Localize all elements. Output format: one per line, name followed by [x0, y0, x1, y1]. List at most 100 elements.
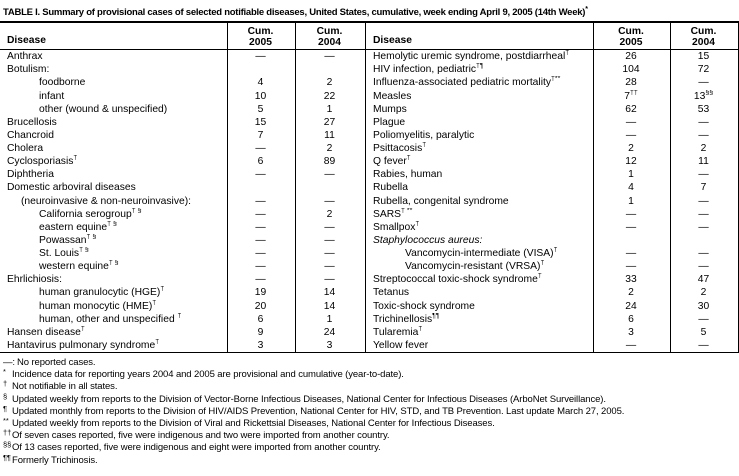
disease-cell: HIV infection, pediatric†¶	[365, 63, 593, 77]
footnote-marker: †	[155, 338, 160, 346]
value-cell: 2	[670, 142, 739, 156]
value-cell: —	[295, 273, 365, 287]
footnote-marker: † §	[108, 260, 119, 267]
value-cell: 47	[670, 273, 739, 287]
disease-cell: infant	[39, 90, 65, 102]
disease-cell: Brucellosis	[7, 116, 57, 128]
value-cell: —	[593, 260, 670, 274]
value-cell: 30	[670, 299, 739, 313]
footnote-marker: ††	[629, 89, 638, 97]
disease-cell: Trichinellosis¶¶	[365, 312, 593, 326]
footnote-line: §§Of 13 cases reported, five were indige…	[3, 440, 739, 454]
disease-cell: SARS† **	[365, 207, 593, 221]
footnote-marker: † §	[86, 233, 97, 241]
disease-cell: Toxic-shock syndrome	[365, 299, 593, 313]
value-cell: 1	[295, 102, 365, 116]
footnote-symbol: §§	[3, 440, 12, 450]
footnote-line: ¶¶Formerly Trichinosis.	[3, 452, 739, 467]
footnote-marker: †	[177, 312, 182, 320]
disease-cell: Hemolytic uremic syndrome, postdiarrheal…	[365, 50, 593, 64]
value-cell: 20	[227, 299, 295, 313]
value-cell: 15	[227, 115, 295, 129]
value-cell: 2	[295, 142, 365, 156]
value-cell: 27	[295, 115, 365, 129]
footnote-marker: †**	[551, 76, 561, 83]
column-header-year-label: 2004	[692, 36, 715, 48]
value-cell: 14	[295, 299, 365, 313]
disease-cell: Domestic arboviral diseases	[7, 182, 136, 194]
footnote-line: ¶ Updated monthly from reports to the Div…	[3, 404, 739, 418]
value-cell: 24	[295, 325, 365, 339]
disease-cell: Rabies, human	[365, 168, 593, 182]
value-cell: —	[593, 207, 670, 221]
value-cell: —	[670, 115, 739, 129]
disease-cell: California serogroup† §	[39, 207, 142, 220]
disease-cell: Ehrlichiosis:	[7, 274, 62, 286]
value-cell: 7	[670, 181, 739, 195]
footnote-marker: † §	[131, 207, 142, 215]
footnote-symbol: ¶¶	[3, 452, 11, 462]
disease-cell: Chancroid	[7, 129, 54, 141]
value-cell: —	[670, 76, 739, 90]
disease-cell: human monocytic (HME)†	[39, 299, 157, 312]
value-cell: 33	[593, 273, 670, 287]
disease-cell: Powassan† §	[39, 233, 97, 246]
value-cell: 2	[593, 286, 670, 300]
value-cell: —	[670, 168, 739, 182]
value-cell: 22	[295, 89, 365, 103]
value-cell: —	[227, 247, 295, 261]
footnote-marker: §§	[705, 89, 714, 97]
disease-cell: Tetanus	[365, 286, 593, 300]
disease-cell: other (wound & unspecified)	[39, 103, 168, 115]
footnote-marker: †	[152, 299, 157, 307]
footnote-symbol: —:	[3, 357, 15, 369]
value-cell: 2	[670, 286, 739, 300]
value-cell: 2	[295, 207, 365, 221]
disease-cell: Rubella	[365, 181, 593, 195]
disease-cell: Vancomycin-intermediate (VISA)†	[365, 247, 593, 261]
footnote-symbol: §	[3, 391, 8, 401]
footnote-text: Formerly Trichinosis.	[12, 454, 98, 466]
disease-cell: eastern equine† §	[39, 220, 117, 233]
value-cell	[295, 181, 365, 195]
footnote-marker: †	[418, 325, 423, 333]
footnote-text: Updated monthly from reports to the Divi…	[12, 405, 625, 417]
footnote-text: Of 13 cases reported, five were indigeno…	[12, 442, 381, 454]
disease-cell: Psittacosis†	[365, 142, 593, 156]
footnote-line: ** Updated weekly from reports to the Div…	[3, 416, 739, 430]
value-cell: 1	[593, 194, 670, 208]
value-cell: 2	[593, 142, 670, 156]
footnote-marker: †	[565, 50, 570, 57]
value-cell: 19	[227, 286, 295, 300]
value-cell	[670, 233, 739, 248]
footnote-text: Not notifiable in all states.	[12, 381, 118, 393]
disease-cell: Diphtheria	[7, 169, 54, 181]
column-header-cum-label: Cum.	[690, 25, 717, 37]
value-cell: 9	[227, 325, 295, 339]
value-cell: 4	[227, 76, 295, 90]
footnote-marker: ¶¶	[432, 312, 440, 320]
disease-cell: Plague	[365, 115, 593, 129]
value-cell: 104	[593, 63, 670, 77]
value-cell: —	[295, 247, 365, 261]
footnote-marker: †	[422, 142, 427, 149]
footnote-symbol: †	[3, 379, 8, 389]
disease-cell: Rubella, congenital syndrome	[365, 194, 593, 208]
table-title-text: TABLE I. Summary of provisional cases of…	[3, 7, 586, 19]
value-cell: —	[227, 194, 295, 208]
value-cell: —	[295, 233, 365, 248]
footnote-marker: † §	[107, 220, 117, 228]
value-cell: 13§§	[670, 89, 739, 103]
disease-cell: Staphylococcus aureus:	[365, 233, 593, 248]
footnote-marker: †	[406, 155, 411, 162]
value-cell: —	[593, 220, 670, 234]
value-cell: —	[670, 247, 739, 261]
value-cell: 15	[670, 50, 739, 64]
value-cell: —	[593, 128, 670, 143]
value-cell: —	[295, 168, 365, 182]
footnote-marker: †	[80, 325, 85, 333]
column-header-disease-left: Disease	[0, 23, 227, 51]
value-cell: —	[593, 247, 670, 261]
value-cell: 10	[227, 89, 295, 103]
